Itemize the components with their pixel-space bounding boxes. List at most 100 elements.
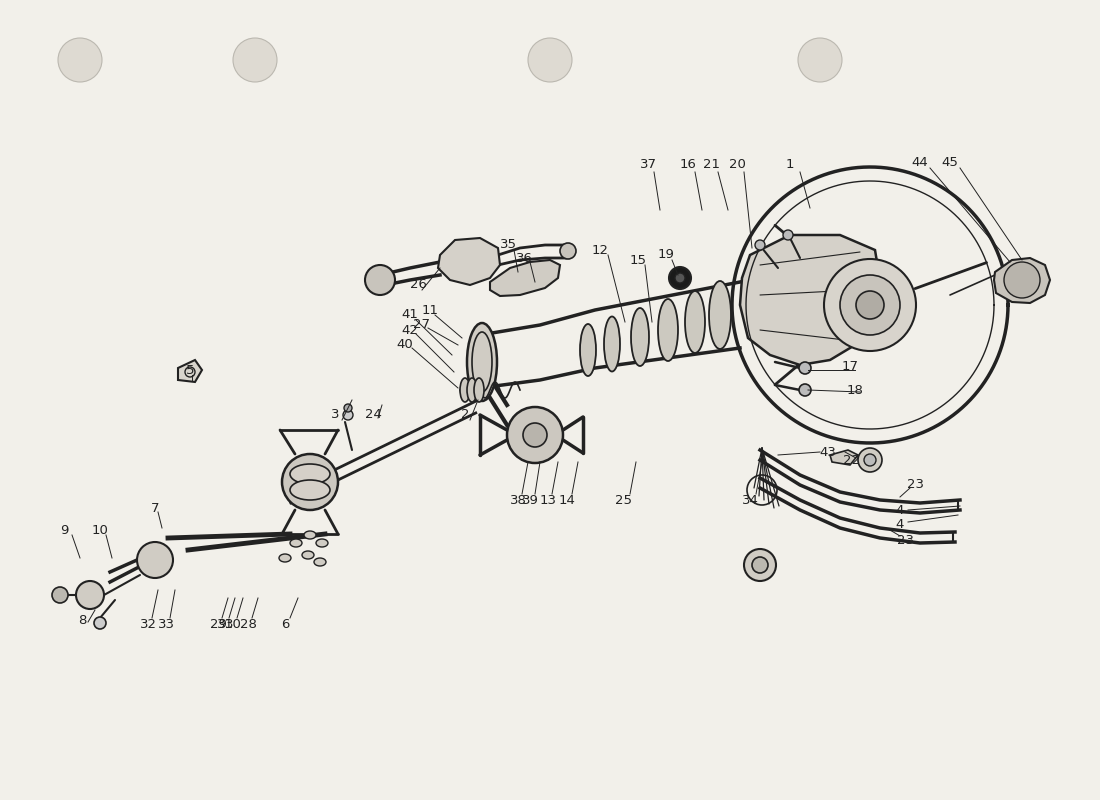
Text: 43: 43 — [820, 446, 836, 458]
Circle shape — [1004, 262, 1040, 298]
Circle shape — [799, 362, 811, 374]
Text: 27: 27 — [414, 318, 430, 331]
Ellipse shape — [279, 554, 292, 562]
Text: 34: 34 — [741, 494, 758, 506]
Ellipse shape — [468, 378, 477, 402]
Circle shape — [799, 384, 811, 396]
Circle shape — [138, 542, 173, 578]
Circle shape — [344, 404, 352, 412]
Text: 1: 1 — [785, 158, 794, 171]
Text: 42: 42 — [402, 323, 418, 337]
Ellipse shape — [304, 531, 316, 539]
Polygon shape — [740, 235, 880, 365]
Text: 41: 41 — [402, 309, 418, 322]
Ellipse shape — [604, 317, 620, 371]
Ellipse shape — [474, 378, 484, 402]
Circle shape — [94, 617, 106, 629]
Text: 13: 13 — [539, 494, 557, 506]
Text: 14: 14 — [559, 494, 575, 506]
Text: 44: 44 — [912, 155, 928, 169]
Circle shape — [798, 38, 842, 82]
Text: 28: 28 — [240, 618, 256, 631]
Circle shape — [298, 470, 322, 494]
Text: 25: 25 — [616, 494, 632, 506]
Circle shape — [507, 407, 563, 463]
Ellipse shape — [685, 291, 705, 353]
Circle shape — [365, 265, 395, 295]
Text: 21: 21 — [704, 158, 720, 171]
Circle shape — [858, 448, 882, 472]
Ellipse shape — [460, 378, 470, 402]
Ellipse shape — [316, 539, 328, 547]
Text: 7: 7 — [151, 502, 160, 514]
Circle shape — [755, 240, 764, 250]
Text: 2: 2 — [461, 409, 470, 422]
Circle shape — [824, 259, 916, 351]
Text: 23: 23 — [906, 478, 924, 491]
Text: 40: 40 — [397, 338, 414, 351]
Text: 10: 10 — [91, 523, 109, 537]
Text: 4: 4 — [895, 503, 904, 517]
Text: 37: 37 — [639, 158, 657, 171]
Ellipse shape — [314, 558, 326, 566]
Text: 5: 5 — [186, 363, 195, 377]
Ellipse shape — [468, 323, 497, 401]
Circle shape — [343, 410, 353, 420]
Text: 18: 18 — [847, 383, 864, 397]
Text: 4: 4 — [895, 518, 904, 531]
Text: 33: 33 — [157, 618, 175, 631]
Text: 39: 39 — [521, 494, 538, 506]
Polygon shape — [830, 450, 858, 465]
Text: 30: 30 — [224, 618, 241, 631]
Text: 32: 32 — [140, 618, 156, 631]
Circle shape — [752, 557, 768, 573]
Text: 23: 23 — [896, 534, 913, 546]
Text: 36: 36 — [516, 251, 532, 265]
Text: 17: 17 — [842, 361, 858, 374]
Circle shape — [744, 549, 775, 581]
Text: 38: 38 — [509, 494, 527, 506]
Text: 20: 20 — [728, 158, 746, 171]
Text: 11: 11 — [421, 303, 439, 317]
Text: 6: 6 — [280, 618, 289, 631]
Circle shape — [282, 454, 338, 510]
Ellipse shape — [658, 299, 678, 361]
Text: 15: 15 — [629, 254, 647, 266]
Ellipse shape — [290, 480, 330, 500]
Text: 12: 12 — [592, 243, 608, 257]
Circle shape — [528, 38, 572, 82]
Ellipse shape — [580, 324, 596, 376]
Text: 31: 31 — [217, 618, 233, 631]
Circle shape — [864, 454, 876, 466]
Text: 35: 35 — [499, 238, 517, 251]
Circle shape — [52, 587, 68, 603]
Circle shape — [233, 38, 277, 82]
Circle shape — [783, 230, 793, 240]
Circle shape — [669, 267, 691, 289]
Circle shape — [560, 243, 576, 259]
Circle shape — [856, 291, 884, 319]
Ellipse shape — [290, 464, 330, 484]
Text: 22: 22 — [844, 454, 860, 466]
Circle shape — [522, 423, 547, 447]
Text: 45: 45 — [942, 155, 958, 169]
Text: 9: 9 — [59, 523, 68, 537]
Text: 3: 3 — [331, 409, 339, 422]
Polygon shape — [178, 360, 202, 382]
Text: 8: 8 — [78, 614, 86, 626]
Polygon shape — [438, 238, 500, 285]
Circle shape — [840, 275, 900, 335]
Ellipse shape — [631, 308, 649, 366]
Ellipse shape — [290, 539, 303, 547]
Circle shape — [76, 581, 104, 609]
Text: 24: 24 — [364, 409, 382, 422]
Circle shape — [58, 38, 102, 82]
Text: 29: 29 — [210, 618, 227, 631]
Polygon shape — [994, 258, 1050, 303]
Circle shape — [675, 273, 685, 283]
Polygon shape — [490, 260, 560, 296]
Ellipse shape — [710, 281, 732, 349]
Text: 26: 26 — [409, 278, 427, 291]
Text: 19: 19 — [658, 249, 674, 262]
Ellipse shape — [302, 551, 313, 559]
